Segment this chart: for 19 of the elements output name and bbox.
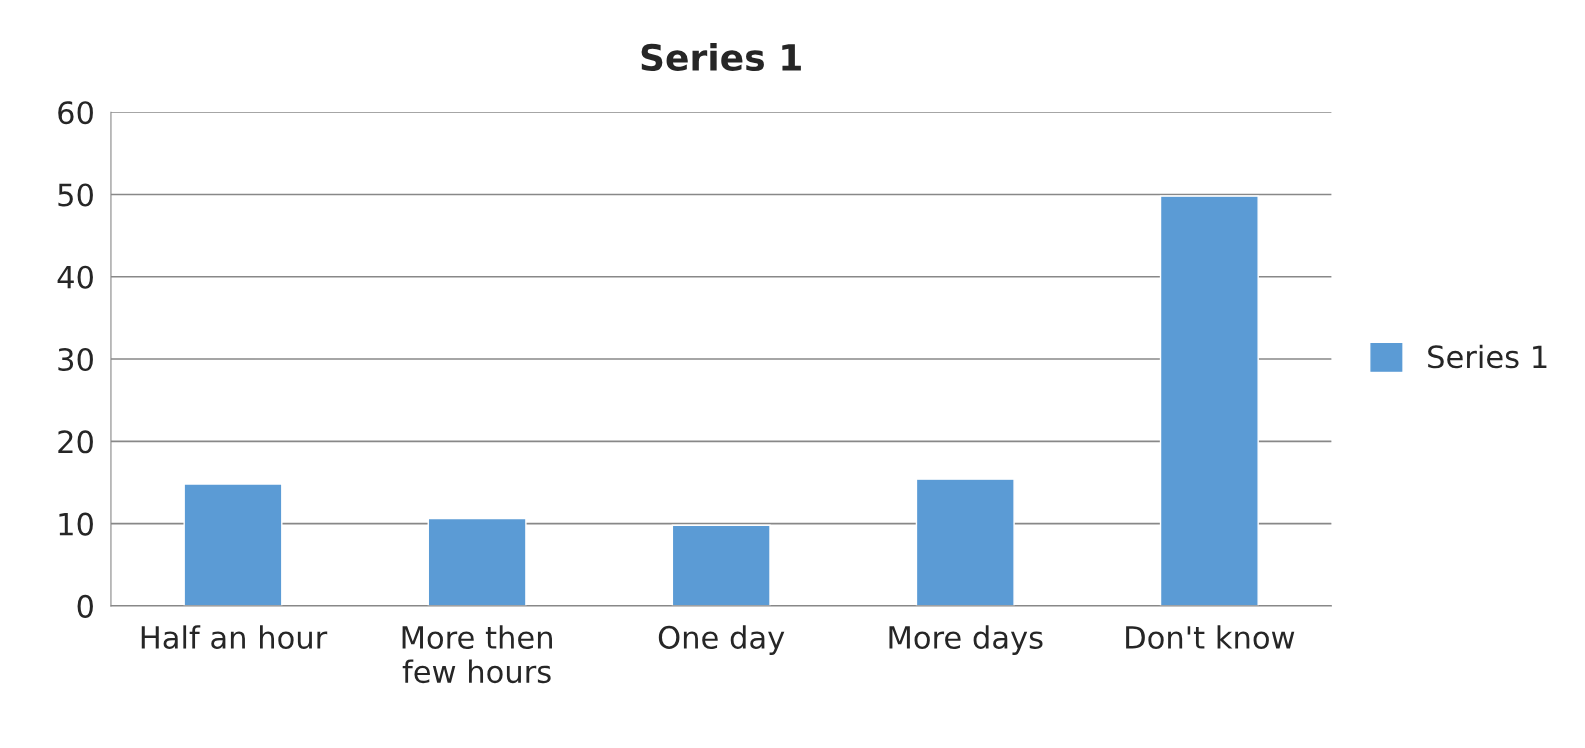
y-tick-label: 0 bbox=[77, 594, 93, 618]
y-tick-label: 40 bbox=[57, 265, 93, 289]
bar bbox=[1159, 195, 1259, 606]
legend-label: Series 1 bbox=[1428, 344, 1547, 369]
x-tick-label: Half an hour bbox=[141, 625, 328, 649]
chart-title: Series 1 bbox=[641, 43, 801, 72]
bar bbox=[671, 524, 771, 606]
y-tick-label: 20 bbox=[58, 430, 93, 454]
x-tick-label: More days bbox=[889, 625, 1043, 655]
bar bbox=[183, 483, 283, 606]
y-tick-label: 10 bbox=[59, 512, 93, 536]
x-tick-label: More then few hours bbox=[402, 625, 552, 684]
x-tick-label: Don't know bbox=[1126, 625, 1295, 649]
bar bbox=[427, 517, 527, 606]
x-tick-label: One day bbox=[658, 625, 785, 655]
y-tick-label: 30 bbox=[58, 347, 93, 372]
y-tick-label: 60 bbox=[58, 101, 93, 125]
y-tick-label: 50 bbox=[58, 183, 93, 207]
bar bbox=[915, 478, 1015, 606]
